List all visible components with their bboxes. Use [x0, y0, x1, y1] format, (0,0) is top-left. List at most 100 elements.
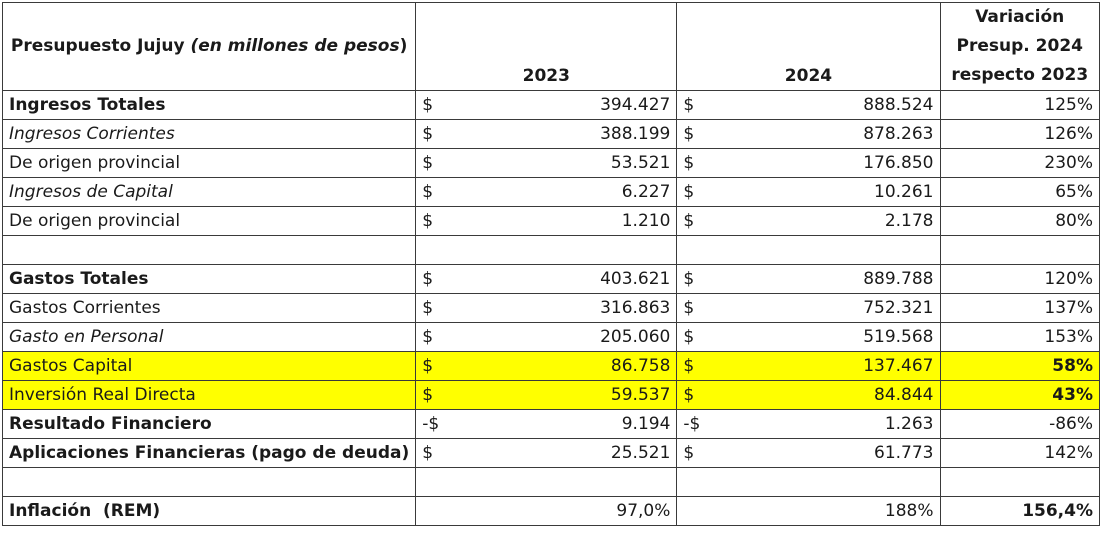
row-label: Gastos Totales [1, 264, 417, 294]
cell-2024: -$ 1.263 [676, 409, 941, 439]
variation-value: 125% [939, 90, 1100, 120]
cell-2023: $205.060 [415, 322, 678, 352]
currency-2024: $ [683, 327, 695, 347]
currency-2024: $ [683, 153, 695, 173]
cell-2024: $10.261 [676, 177, 941, 207]
table-row: Ingresos Corrientes $388.199 $878.263 12… [1, 119, 1100, 149]
header-title-units: (en millones de pesos [190, 36, 400, 56]
cell-2023: $86.758 [415, 351, 678, 381]
header-title-cell: Presupuesto Jujuy (en millones de pesos) [1, 2, 417, 91]
variation-value: 153% [939, 322, 1100, 352]
currency-2024: $ [683, 298, 695, 318]
blank-cell [676, 235, 941, 265]
row-label: Gastos Capital [1, 351, 417, 381]
cell-2023: $316.863 [415, 293, 678, 323]
variation-value: -86% [939, 409, 1100, 439]
currency-2023: -$ [422, 414, 440, 434]
value-2024: 1.263 [884, 414, 934, 434]
header-2023: 2023 [415, 2, 678, 91]
value-2023: 6.227 [621, 182, 671, 202]
blank-cell [415, 235, 678, 265]
value-2024: 84.844 [874, 385, 934, 405]
blank-cell [1, 467, 417, 497]
header-title: Presupuesto Jujuy [10, 36, 185, 56]
value-2023: 25.521 [610, 443, 671, 463]
cell-2023: $394.427 [415, 90, 678, 120]
row-label: Inversión Real Directa [1, 380, 417, 410]
value-2023: 316.863 [600, 298, 671, 318]
header-row: Presupuesto Jujuy (en millones de pesos)… [1, 2, 1100, 91]
cell-2023: $53.521 [415, 148, 678, 178]
cell-2024: $61.773 [676, 438, 941, 468]
inflation-variation: 156,4% [939, 496, 1100, 526]
cell-2023: $6.227 [415, 177, 678, 207]
header-title-close: ) [399, 36, 408, 56]
value-2023: 59.537 [610, 385, 671, 405]
value-2023: 403.621 [600, 269, 671, 289]
cell-2024: $176.850 [676, 148, 941, 178]
variation-value: 230% [939, 148, 1100, 178]
table-row: De origen provincial $53.521 $176.850 23… [1, 148, 1100, 178]
currency-2023: $ [422, 443, 434, 463]
blank-cell [939, 467, 1100, 497]
currency-2024: $ [683, 385, 695, 405]
currency-2023: $ [422, 298, 434, 318]
table-row: Resultado Financiero -$ 9.194 -$ 1.263 -86… [1, 409, 1100, 439]
value-2024: 10.261 [874, 182, 934, 202]
variation-value: 58% [939, 351, 1100, 381]
header-2024: 2024 [676, 2, 941, 91]
value-2023: 9.194 [621, 414, 671, 434]
row-label: Aplicaciones Financieras (pago de deuda) [1, 438, 417, 468]
header-variation-line1: Variación [975, 7, 1065, 27]
row-label: De origen provincial [1, 206, 417, 236]
currency-2023: $ [422, 211, 434, 231]
row-label: Ingresos Corrientes [1, 119, 417, 149]
currency-2024: -$ [683, 414, 701, 434]
currency-2023: $ [422, 182, 434, 202]
currency-2023: $ [422, 327, 434, 347]
currency-2024: $ [683, 211, 695, 231]
currency-2023: $ [422, 356, 434, 376]
currency-2023: $ [422, 269, 434, 289]
value-2023: 1.210 [621, 211, 671, 231]
table-row: Ingresos Totales $394.427 $888.524 125% [1, 90, 1100, 120]
row-label: Gasto en Personal [1, 322, 417, 352]
currency-2023: $ [422, 95, 434, 115]
inflation-row: Inflación (REM) 97,0% 188% 156,4% [1, 496, 1100, 526]
cell-2024: $889.788 [676, 264, 941, 294]
variation-value: 137% [939, 293, 1100, 323]
inflation-2023: 97,0% [415, 496, 678, 526]
blank-cell [415, 467, 678, 497]
row-label: Gastos Corrientes [1, 293, 417, 323]
currency-2023: $ [422, 385, 434, 405]
variation-value: 120% [939, 264, 1100, 294]
value-2024: 2.178 [884, 211, 934, 231]
inflation-2024: 188% [676, 496, 941, 526]
value-2024: 888.524 [863, 95, 934, 115]
cell-2024: $888.524 [676, 90, 941, 120]
cell-2023: $1.210 [415, 206, 678, 236]
header-variation-line2: Presup. 2024 [956, 36, 1083, 56]
row-label: De origen provincial [1, 148, 417, 178]
table-row: Gastos Corrientes $316.863 $752.321 137% [1, 293, 1100, 323]
table-row: De origen provincial $1.210 $2.178 80% [1, 206, 1100, 236]
cell-2023: $403.621 [415, 264, 678, 294]
cell-2024: $519.568 [676, 322, 941, 352]
currency-2024: $ [683, 182, 695, 202]
budget-table: Presupuesto Jujuy (en millones de pesos)… [1, 2, 1100, 526]
header-variation-line3: respecto 2023 [951, 65, 1089, 85]
blank-row [1, 467, 1100, 497]
value-2024: 519.568 [863, 327, 934, 347]
value-2024: 176.850 [863, 153, 934, 173]
row-label: Ingresos Totales [1, 90, 417, 120]
variation-value: 142% [939, 438, 1100, 468]
table-row: Ingresos de Capital $6.227 $10.261 65% [1, 177, 1100, 207]
row-label: Resultado Financiero [1, 409, 417, 439]
currency-2024: $ [683, 95, 695, 115]
variation-value: 126% [939, 119, 1100, 149]
header-variation: Variación Presup. 2024 respecto 2023 [939, 2, 1100, 91]
variation-value: 65% [939, 177, 1100, 207]
cell-2024: $137.467 [676, 351, 941, 381]
value-2024: 137.467 [863, 356, 934, 376]
cell-2023: -$ 9.194 [415, 409, 678, 439]
